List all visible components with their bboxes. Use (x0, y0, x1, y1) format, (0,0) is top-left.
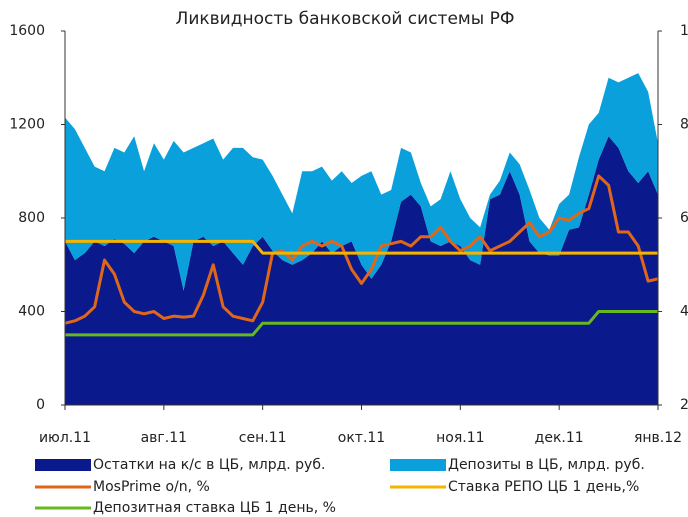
x-tick-label: июл.11 (39, 430, 91, 446)
y-tick-label: 1600 (9, 23, 45, 39)
area (65, 136, 658, 405)
line (65, 310, 658, 337)
legend-swatch (35, 459, 91, 471)
area (65, 73, 658, 291)
x-tick-label: окт.11 (338, 430, 385, 446)
y2-tick-label: 6 (680, 210, 688, 226)
legend-label: Депозитная ставка ЦБ 1 день, % (93, 500, 336, 516)
x-tick-label: янв.12 (634, 430, 682, 446)
legend-label: MosPrime o/n, % (93, 479, 210, 495)
y-tick-label: 400 (18, 304, 45, 320)
y2-tick-label: 4 (680, 304, 688, 320)
x-tick-label: сен.11 (239, 430, 287, 446)
y-tick-label: 800 (18, 210, 45, 226)
legend-swatch (390, 459, 446, 471)
chart-title: Ликвидность банковской системы РФ (176, 9, 515, 29)
y2-tick-label: 8 (680, 117, 688, 133)
x-tick-label: дек.11 (535, 430, 584, 446)
x-tick-label: ноя.11 (436, 430, 484, 446)
legend-label: Депозиты в ЦБ, млрд. руб. (448, 457, 645, 473)
line (65, 239, 658, 255)
y2-tick-label: 2 (680, 397, 688, 413)
y-tick-label: 1200 (9, 117, 45, 133)
y-tick-label: 0 (36, 397, 45, 413)
x-tick-label: авг.11 (141, 430, 187, 446)
legend-label: Остатки на к/с в ЦБ, млрд. руб. (93, 457, 325, 473)
y2-tick-label: 10 (680, 23, 688, 39)
line (64, 174, 659, 325)
legend-label: Ставка РЕПО ЦБ 1 день,% (448, 479, 639, 495)
